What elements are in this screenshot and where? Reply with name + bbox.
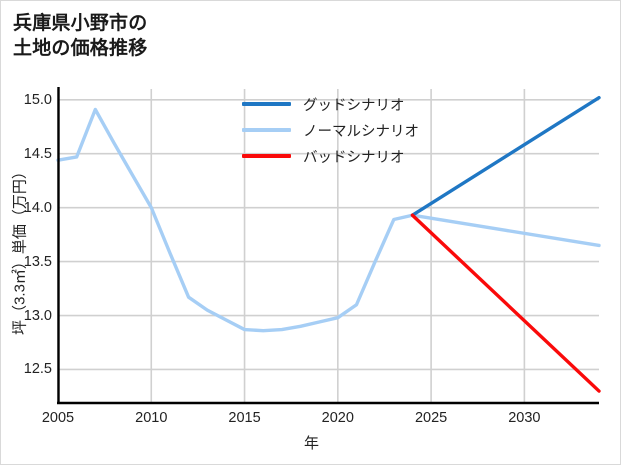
series-line <box>410 95 601 217</box>
y-axis-label: 坪（3.3㎡）単価（万円） <box>11 164 29 335</box>
legend-item-label: グッドシナリオ <box>303 97 405 114</box>
legend-color-swatch <box>242 102 291 106</box>
y-tick-label: 13.5 <box>23 253 52 270</box>
chart-plot-svg <box>56 87 601 405</box>
series-line <box>410 213 601 393</box>
x-tick-label: 2005 <box>41 410 75 426</box>
x-tick-label: 2030 <box>508 410 541 426</box>
legend-item-label: ノーマルシナリオ <box>303 123 419 140</box>
legend-item[interactable]: バッドシナリオ <box>242 143 452 169</box>
x-tick-label: 2015 <box>228 410 261 426</box>
x-axis-tick-labels: 2005 2010 2015 2020 2025 2030 <box>42 410 599 432</box>
x-axis-label: 年 <box>303 435 319 452</box>
plot-area <box>56 87 601 405</box>
y-tick-label: 15.0 <box>23 91 52 108</box>
chart-legend: グッドシナリオ ノーマルシナリオ バッドシナリオ <box>242 91 452 169</box>
x-tick-label: 2025 <box>414 410 448 426</box>
legend-item[interactable]: グッドシナリオ <box>242 91 452 117</box>
data-series-lines <box>56 95 601 393</box>
legend-color-swatch <box>242 154 291 158</box>
y-tick-label: 12.5 <box>23 361 52 378</box>
chart-title: 兵庫県小野市の 土地の価格推移 <box>13 13 148 60</box>
y-tick-label: 13.0 <box>23 307 52 324</box>
y-tick-label: 14.0 <box>23 199 52 216</box>
legend-color-swatch <box>242 128 291 132</box>
legend-item[interactable]: ノーマルシナリオ <box>242 117 452 143</box>
y-tick-label: 14.5 <box>23 145 52 162</box>
x-tick-label: 2010 <box>135 410 168 426</box>
x-tick-label: 2020 <box>321 410 354 426</box>
y-axis-tick-labels: 12.5 13.0 13.5 14.0 14.5 15.0 <box>1 89 52 404</box>
series-line <box>56 107 601 333</box>
legend-item-label: バッドシナリオ <box>303 149 405 166</box>
